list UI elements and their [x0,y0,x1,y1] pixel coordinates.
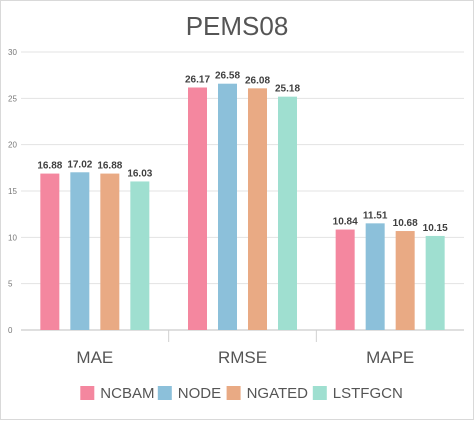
data-label: 16.88 [97,161,122,172]
y-tick-label: 15 [8,187,17,196]
data-label: 10.68 [393,218,418,229]
bar-node-rmse [218,83,237,330]
y-tick-label: 0 [8,326,13,335]
bar-ncbam-mape [335,229,355,330]
legend-swatch-ncbam [80,386,95,400]
bar-ncbam-rmse [188,87,207,330]
data-label: 10.15 [423,223,448,234]
bar-lstfgcn-mape [425,235,445,330]
data-label: 26.17 [185,74,210,85]
y-tick-label: 25 [8,94,17,103]
data-labels: 16.88 17.02 16.88 16.03 26.17 26.58 26.08 25.18… [37,71,448,234]
legend-label-lstfgcn: LSTFGCN [333,385,403,402]
y-tick-label: 30 [8,48,17,57]
legend-swatch-lstfgcn [312,386,327,400]
x-category-label: MAE [76,348,113,367]
data-label: 25.18 [275,84,300,95]
data-label: 16.88 [37,161,62,172]
legend-swatch-ngated [226,386,241,400]
data-label: 26.58 [215,71,240,82]
y-tick-label: 20 [8,141,17,150]
data-label: 10.84 [333,217,358,228]
legend-label-ngated: NGATED [247,385,309,402]
bars [40,83,445,330]
bar-node-mae [70,172,90,330]
data-label: 26.08 [245,75,270,86]
gridlines [21,51,464,331]
legend-swatch-node [157,386,172,400]
legend: NCBAM NODE NGATED LSTFGCN [80,385,403,402]
legend-label-ncbam: NCBAM [100,385,154,402]
bar-ncbam-mae [40,173,60,330]
bar-ngated-rmse [248,88,267,330]
data-label: 17.02 [67,159,92,170]
x-axis: MAE RMSE MAPE [76,330,414,367]
bar-ngated-mae [100,173,120,330]
x-category-label: RMSE [218,348,267,367]
bar-lstfgcn-rmse [278,96,297,330]
bar-lstfgcn-mae [130,181,150,330]
y-tick-label: 5 [8,280,13,289]
y-axis-ticks: 0 5 10 15 20 25 30 [8,48,17,335]
x-category-label: MAPE [366,348,414,367]
data-label: 16.03 [127,168,152,179]
y-tick-label: 10 [8,233,17,242]
legend-label-node: NODE [178,385,221,402]
bar-ngated-mape [395,231,415,330]
bar-node-mape [365,223,385,330]
data-label: 11.51 [363,210,388,221]
chart-title: PEMS08 [186,11,289,41]
